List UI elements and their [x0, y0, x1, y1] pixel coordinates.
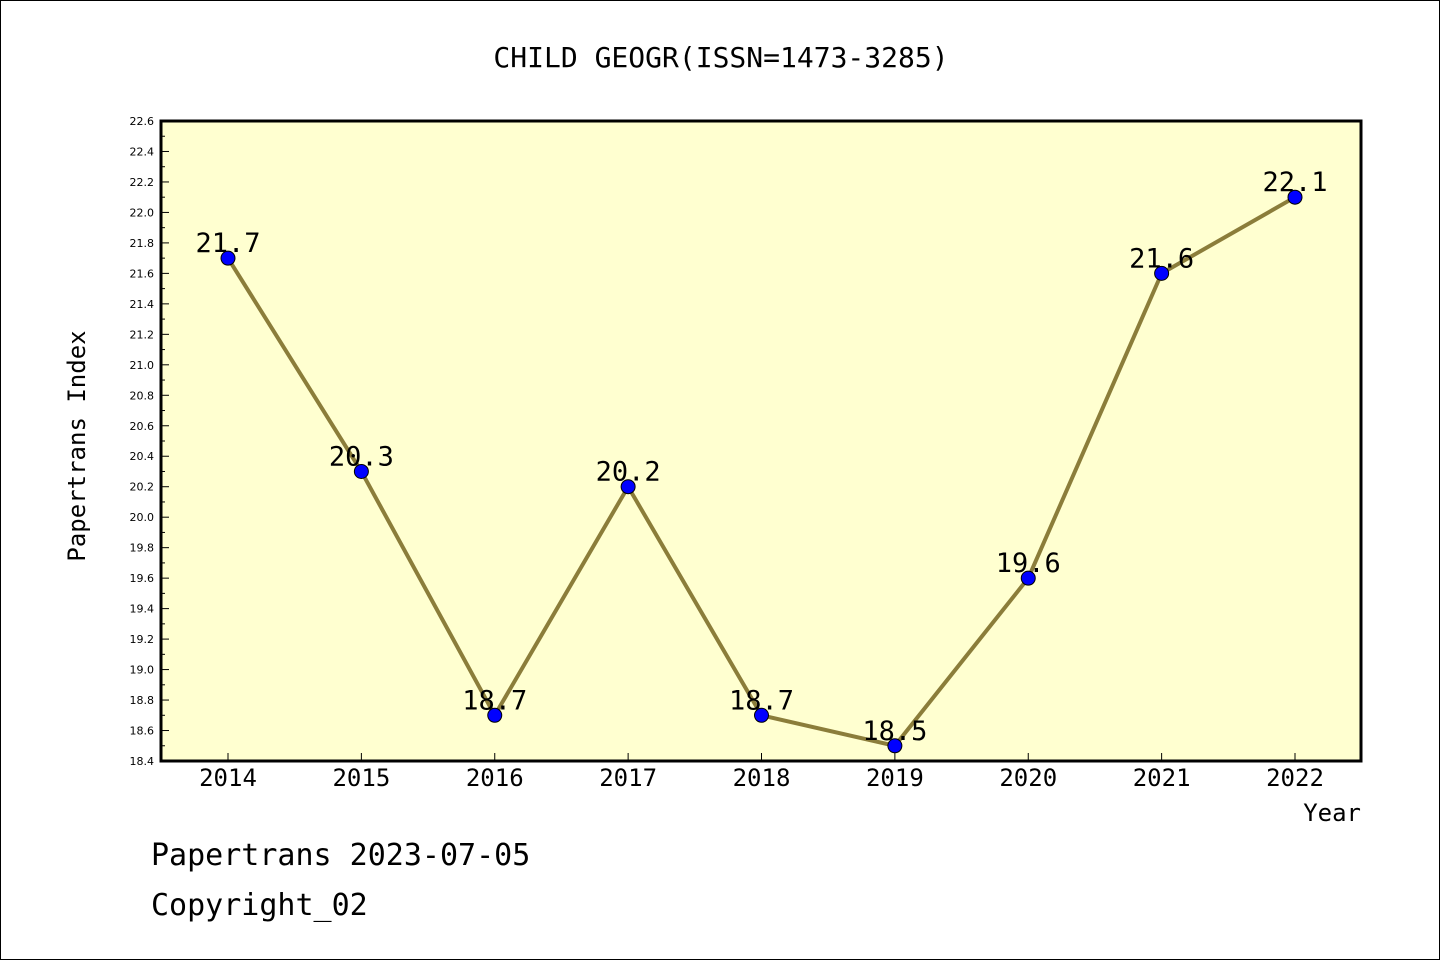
x-tick-label: 2020 — [999, 764, 1057, 792]
data-label: 18.5 — [862, 716, 927, 747]
data-point — [1287, 189, 1303, 205]
data-label: 20.3 — [329, 441, 394, 472]
data-label: 19.6 — [996, 548, 1061, 579]
y-tick-label: 18.6 — [130, 725, 155, 738]
y-axis-label: Papertrans Index — [63, 330, 91, 561]
y-tick-label: 22.2 — [130, 176, 155, 189]
data-label: 21.7 — [195, 228, 260, 259]
data-point — [620, 479, 636, 495]
x-tick-label: 2014 — [199, 764, 257, 792]
footer-date: Papertrans 2023-07-05 — [151, 838, 530, 873]
data-point — [1020, 570, 1036, 586]
data-point — [887, 738, 903, 754]
y-tick-label: 19.6 — [130, 572, 155, 585]
data-point — [353, 463, 369, 479]
y-tick-label: 22.0 — [130, 206, 155, 219]
x-tick-label: 2021 — [1133, 764, 1191, 792]
data-point — [487, 707, 503, 723]
x-tick-label: 2018 — [733, 764, 791, 792]
x-tick-label: 2022 — [1266, 764, 1324, 792]
data-labels: 21.7 20.3 18.7 20.2 18.7 18.5 19.6 21.6 22.1 — [195, 167, 1327, 747]
y-tick-label: 22.4 — [130, 145, 155, 158]
footer-copyright: Copyright_02 — [151, 888, 368, 923]
x-tick-label: 2015 — [332, 764, 390, 792]
y-tick-label: 18.8 — [130, 694, 155, 707]
x-tick-label: 2017 — [599, 764, 657, 792]
y-tick-label: 19.0 — [130, 664, 155, 677]
y-tick-label: 20.6 — [130, 420, 155, 433]
data-point — [754, 707, 769, 723]
data-label: 21.6 — [1129, 243, 1194, 274]
y-tick-label: 20.8 — [130, 389, 155, 402]
data-point — [220, 250, 236, 266]
plot-area — [159, 119, 1363, 763]
data-label: 18.7 — [462, 685, 527, 716]
data-label: 20.2 — [596, 457, 661, 488]
y-tick-label: 21.6 — [130, 267, 155, 280]
x-axis: 2014 2015 2016 2017 2018 2019 2020 2021 2022 — [199, 753, 1324, 792]
y-tick-label: 19.8 — [130, 542, 155, 555]
y-tick-label: 22.6 — [130, 115, 155, 128]
y-tick-label: 21.4 — [130, 298, 155, 311]
x-tick-label: 2016 — [466, 764, 524, 792]
y-tick-label: 20.2 — [130, 481, 155, 494]
y-tick-label: 20.4 — [130, 450, 155, 463]
y-tick-label: 21.8 — [130, 237, 155, 250]
y-tick-label: 18.4 — [130, 755, 155, 768]
y-tick-label: 19.4 — [130, 603, 155, 616]
x-tick-label: 2019 — [866, 764, 924, 792]
data-label: 18.7 — [729, 685, 794, 716]
y-axis: 18.4 18.6 18.8 19.0 19.2 19.4 19.6 19.8 20.0 20.2… — [130, 115, 169, 768]
y-tick-label: 20.0 — [130, 511, 155, 524]
data-point — [1154, 265, 1170, 281]
y-tick-label: 21.0 — [130, 359, 155, 372]
x-axis-label: Year — [1303, 799, 1361, 827]
y-tick-label: 21.2 — [130, 328, 155, 341]
data-label: 22.1 — [1262, 167, 1327, 198]
y-tick-label: 19.2 — [130, 633, 155, 646]
data-markers — [220, 189, 1303, 754]
chart-title: CHILD GEOGR(ISSN=1473-3285) — [493, 41, 948, 74]
